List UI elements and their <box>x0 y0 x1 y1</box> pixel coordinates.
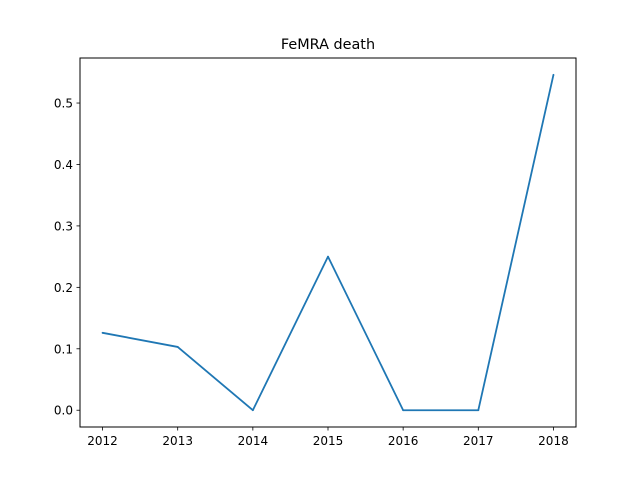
data-point <box>327 255 329 258</box>
y-tick-label: 0.1 <box>54 342 73 356</box>
data-point <box>552 73 555 76</box>
y-tick-label: 0.5 <box>54 97 73 111</box>
y-axis-ticks: 0.0 0.1 0.2 0.3 0.4 0.5 <box>54 97 80 418</box>
data-point <box>477 409 480 412</box>
x-tick-label: 2015 <box>313 434 344 448</box>
data-point <box>101 331 104 334</box>
y-tick-label: 0.2 <box>54 281 73 295</box>
x-axis-ticks: 2012 2013 2014 2015 2016 2017 2018 <box>87 427 569 448</box>
y-tick-label: 0.4 <box>54 158 73 172</box>
x-tick-label: 2018 <box>538 434 569 448</box>
series-group <box>101 73 555 412</box>
data-point <box>176 346 179 348</box>
x-tick-label: 2013 <box>162 434 193 448</box>
y-tick-label: 0.3 <box>54 219 73 233</box>
y-tick-label: 0.0 <box>54 404 73 418</box>
x-tick-label: 2017 <box>463 434 494 448</box>
x-tick-label: 2014 <box>238 434 269 448</box>
chart-title: FeMRA death <box>281 37 375 53</box>
x-tick-label: 2012 <box>87 434 118 448</box>
data-point <box>251 409 254 412</box>
x-tick-label: 2016 <box>388 434 419 448</box>
plot-frame <box>79 57 577 428</box>
data-point <box>402 409 405 412</box>
